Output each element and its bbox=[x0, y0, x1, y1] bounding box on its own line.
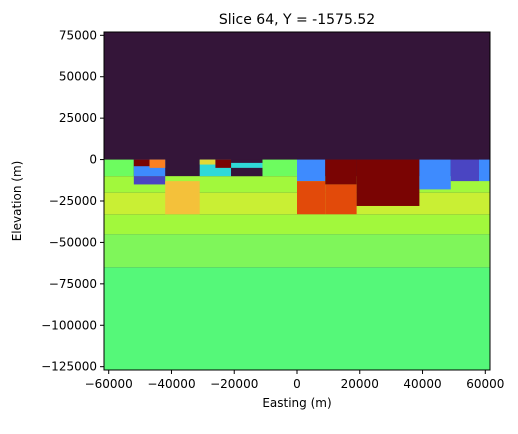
y-tick-label: 75000 bbox=[59, 28, 97, 42]
heatmap-cell bbox=[231, 159, 263, 177]
heatmap-cell bbox=[149, 159, 166, 168]
x-tick-label: −20000 bbox=[210, 377, 258, 391]
y-axis: 75000 50000 25000 0 −25000 −50000 −75000 −10000… bbox=[41, 28, 104, 374]
x-axis: −60000 −40000 −20000 0 20000 40000 60000 bbox=[85, 370, 504, 391]
heatmap-cell bbox=[104, 159, 134, 177]
heatmap-cells bbox=[104, 32, 490, 370]
y-tick-label: 50000 bbox=[59, 70, 97, 84]
x-tick-label: −60000 bbox=[85, 377, 133, 391]
heatmap-cell bbox=[104, 214, 490, 235]
heatmap-cell bbox=[199, 159, 216, 165]
heatmap-cell bbox=[356, 159, 420, 206]
heatmap-cell bbox=[325, 184, 357, 215]
heatmap-cell bbox=[450, 159, 480, 182]
y-tick-label: −75000 bbox=[49, 277, 97, 291]
heatmap-cell bbox=[297, 181, 326, 215]
x-tick-label: 0 bbox=[293, 377, 301, 391]
heatmap-cell bbox=[104, 234, 490, 268]
heatmap-cell bbox=[325, 159, 357, 185]
chart-title: Slice 64, Y = -1575.52 bbox=[219, 12, 375, 28]
y-tick-label: −50000 bbox=[49, 235, 97, 249]
x-tick-label: 20000 bbox=[341, 377, 379, 391]
y-tick-label: −125000 bbox=[41, 360, 97, 374]
y-tick-label: 25000 bbox=[59, 111, 97, 125]
y-tick-label: −100000 bbox=[41, 318, 97, 332]
heatmap-cell bbox=[165, 181, 200, 215]
heatmap-cell bbox=[262, 159, 297, 177]
heatmap-cell bbox=[104, 267, 490, 370]
heatmap-cell bbox=[215, 159, 232, 168]
heatmap-cell bbox=[231, 162, 263, 168]
y-axis-label: Elevation (m) bbox=[10, 161, 24, 242]
heatmap-cell bbox=[419, 159, 451, 190]
heatmap-cell bbox=[133, 176, 166, 185]
y-tick-label: −25000 bbox=[49, 194, 97, 208]
x-axis-label: Easting (m) bbox=[262, 396, 331, 410]
heatmap-cell bbox=[479, 159, 490, 182]
heatmap-cell bbox=[297, 159, 326, 182]
heatmap-cell bbox=[133, 159, 150, 167]
x-tick-label: 40000 bbox=[403, 377, 441, 391]
x-tick-label: 60000 bbox=[466, 377, 504, 391]
y-tick-label: 0 bbox=[89, 153, 97, 167]
x-tick-label: −40000 bbox=[147, 377, 195, 391]
